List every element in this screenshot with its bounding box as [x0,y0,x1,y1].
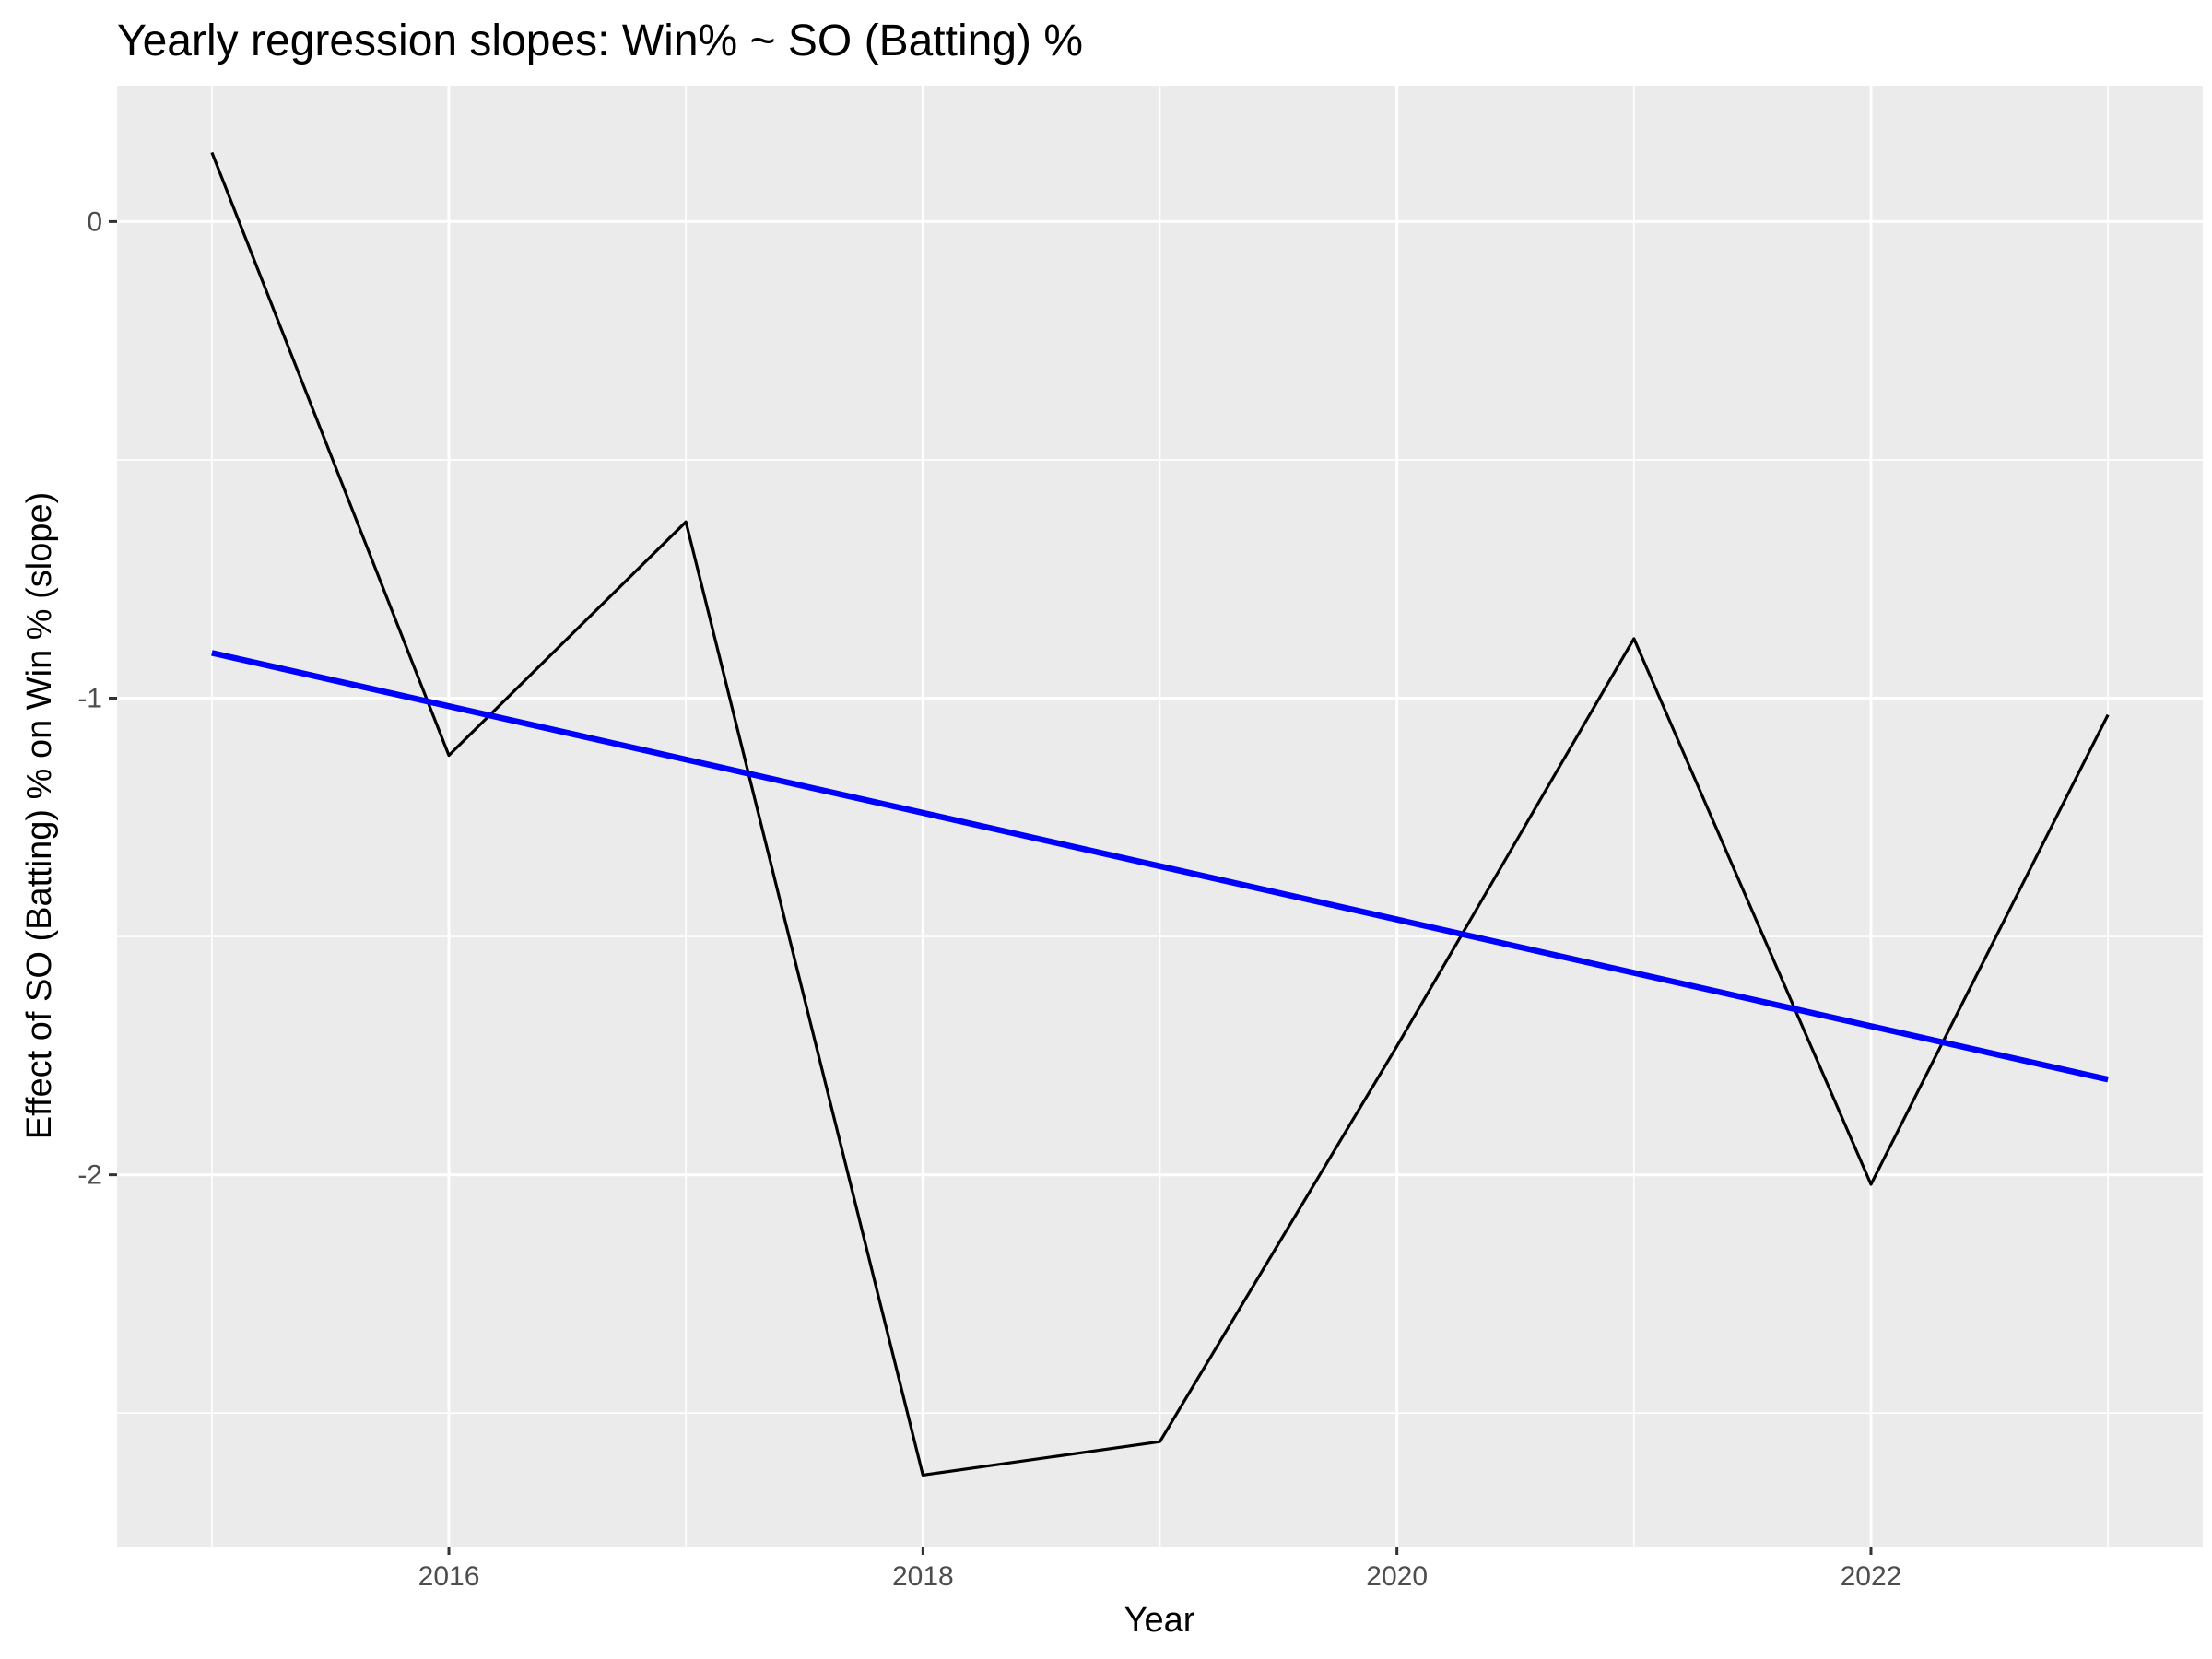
grid-major [117,86,2203,1547]
trend-line [211,650,2109,1083]
x-tick-label: 2022 [1841,1561,1902,1592]
trend-layer [211,650,2109,1083]
chart-title: Yearly regression slopes: Win% ~ SO (Bat… [117,17,1083,65]
x-tick-label: 2020 [1366,1561,1428,1592]
series-line [210,151,2110,1477]
y-tick-label: 0 [87,206,102,237]
y-tick-label: -1 [77,684,102,714]
x-axis-title: Year [1124,1601,1195,1640]
x-tick-label: 2018 [892,1561,954,1592]
grid-minor [117,86,2203,1547]
y-axis: 0 -1 -2 [77,206,117,1191]
y-tick-label: -2 [77,1160,102,1191]
series-layer [210,151,2110,1477]
x-tick-label: 2016 [418,1561,480,1592]
x-axis: 2016 2018 2020 2022 [418,1547,1902,1592]
y-axis-title: Effect of SO (Batting) % on Win % (slope… [20,492,59,1140]
